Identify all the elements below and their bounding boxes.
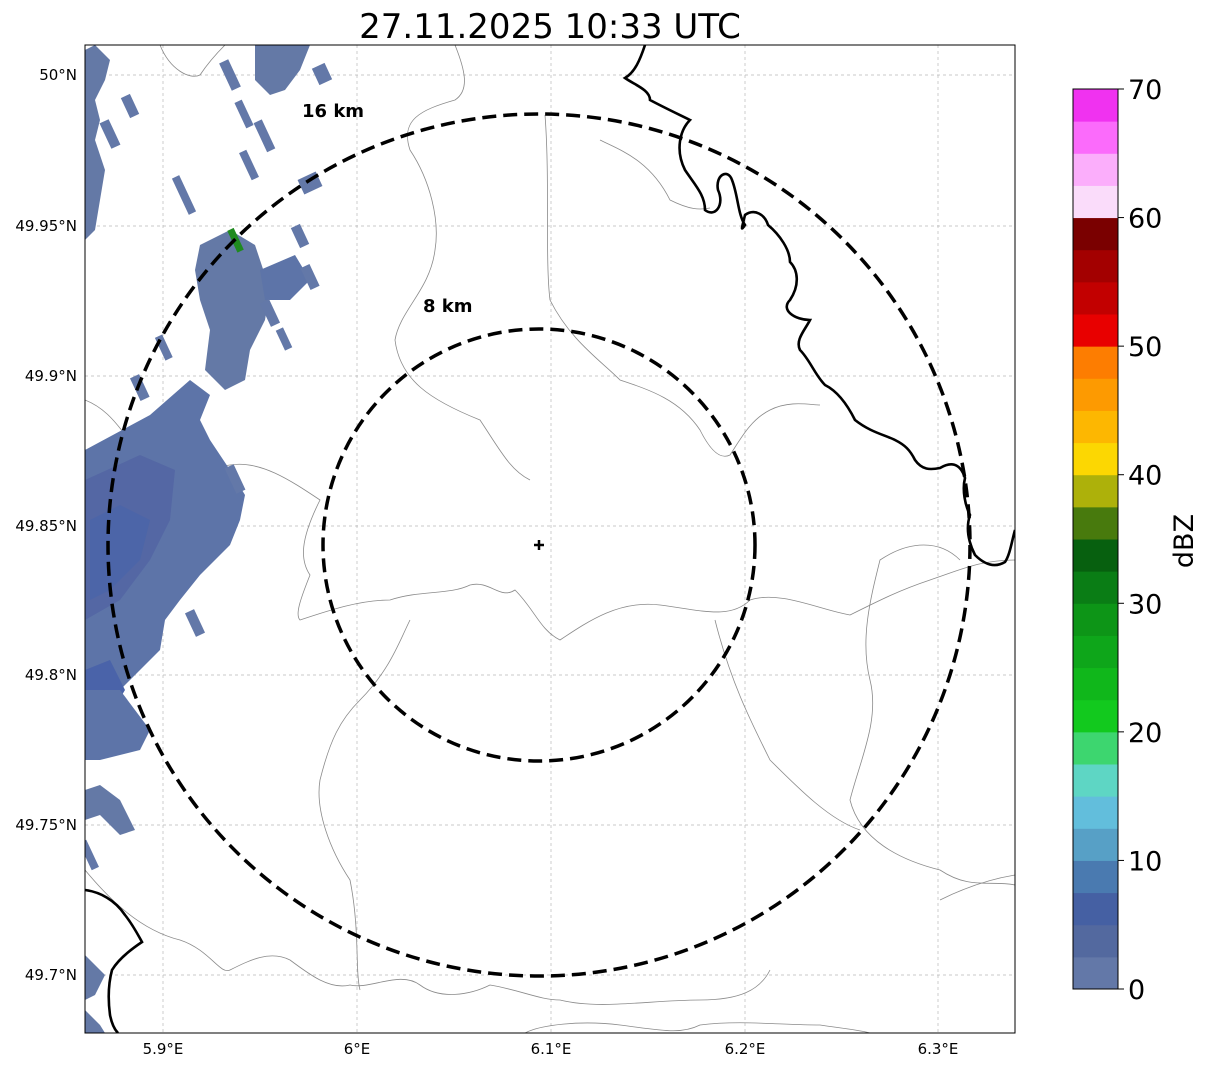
colorbar-segment (1073, 892, 1118, 926)
y-tick-label: 49.85°N (15, 517, 77, 535)
x-tick-label: 6.2°E (725, 1040, 766, 1058)
colorbar-frame (1072, 88, 1119, 990)
colorbar-segment (1073, 410, 1118, 444)
x-axis-ticks: 5.9°E 6°E 6.1°E 6.2°E 6.3°E (143, 1040, 959, 1058)
ring-label-16km: 16 km (302, 101, 364, 122)
colorbar-segment (1073, 506, 1118, 540)
colorbar-tick-label: 70 (1128, 75, 1162, 106)
colorbar-segment (1073, 924, 1118, 958)
colorbar-segment (1073, 442, 1118, 476)
y-tick-label: 49.95°N (15, 217, 77, 235)
colorbar-tick-label: 0 (1128, 975, 1145, 1006)
y-tick-label: 49.75°N (15, 816, 77, 834)
ring-16km (106, 112, 972, 978)
national-borders (85, 45, 1015, 1033)
range-rings (106, 112, 972, 978)
colorbar-tick-label: 10 (1128, 846, 1162, 877)
map-title: 27.11.2025 10:33 UTC (359, 7, 741, 47)
colorbar-segment (1073, 860, 1118, 894)
colorbar-tick-label: 40 (1128, 461, 1162, 492)
colorbar-segment (1073, 956, 1118, 990)
colorbar-segment (1073, 474, 1118, 508)
ring-8km (321, 327, 757, 763)
map-background (85, 45, 1015, 1033)
colorbar-segment (1073, 89, 1118, 122)
colorbar-segment (1073, 764, 1118, 797)
colorbar-segment (1073, 378, 1118, 411)
colorbar-segment (1073, 314, 1118, 347)
y-tick-label: 49.9°N (25, 367, 77, 385)
colorbar-tick-label: 20 (1128, 718, 1162, 749)
reflectivity-echoes (85, 45, 333, 1033)
colorbar-segment (1073, 539, 1118, 572)
y-axis-ticks: 50°N 49.95°N 49.9°N 49.85°N 49.8°N 49.75… (15, 66, 77, 984)
y-tick-label: 49.8°N (25, 666, 77, 684)
x-tick-label: 6.1°E (531, 1040, 572, 1058)
x-tick-label: 5.9°E (143, 1040, 184, 1058)
colorbar (1073, 89, 1118, 990)
colorbar-segment (1073, 346, 1118, 379)
colorbar-segment (1073, 828, 1118, 861)
colorbar-segment (1073, 121, 1118, 154)
colorbar-segment (1073, 185, 1118, 219)
colorbar-segment (1073, 281, 1118, 315)
colorbar-segment (1073, 699, 1118, 733)
ring-label-8km: 8 km (423, 296, 473, 317)
map-frame (84, 44, 1016, 1034)
x-tick-label: 6°E (344, 1040, 371, 1058)
y-tick-label: 50°N (39, 66, 77, 84)
colorbar-segment (1073, 153, 1118, 186)
colorbar-ticks: 0 10 20 30 40 50 60 70 (1118, 75, 1162, 1006)
colorbar-segment (1073, 217, 1118, 251)
colorbar-tick-label: 60 (1128, 204, 1162, 235)
colorbar-tick-label: 30 (1128, 589, 1162, 620)
admin-boundaries (85, 45, 1015, 1033)
colorbar-label: dBZ (1169, 514, 1200, 568)
radar-site-marker (534, 540, 544, 550)
colorbar-segment (1073, 603, 1118, 636)
colorbar-segment (1073, 635, 1118, 669)
map-content: 8 km 16 km (85, 45, 1015, 1033)
colorbar-segment (1073, 667, 1118, 701)
y-tick-label: 49.7°N (25, 966, 77, 984)
x-tick-label: 6.3°E (918, 1040, 959, 1058)
colorbar-segment (1073, 571, 1118, 604)
colorbar-segment (1073, 249, 1118, 283)
colorbar-tick-label: 50 (1128, 332, 1162, 363)
colorbar-segment (1073, 731, 1118, 765)
colorbar-segment (1073, 796, 1118, 829)
gridlines (85, 45, 1015, 1033)
